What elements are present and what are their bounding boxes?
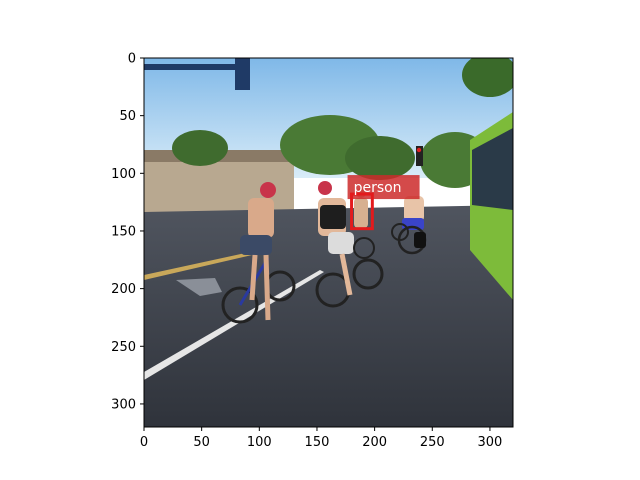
detection-label: person [354,180,402,196]
detections-layer: person [347,175,420,231]
y-tick-label: 300 [111,397,136,412]
x-tick-label: 150 [305,435,330,450]
y-tick-label: 0 [128,52,136,67]
x-tick-label: 0 [140,435,148,450]
detection-box [350,192,374,231]
x-tick-label: 100 [247,435,272,450]
x-tick-label: 200 [362,435,387,450]
cyclist-right [391,196,427,255]
y-axis: 0 50 100 150 200 250 300 [111,52,144,412]
y-tick-label: 50 [119,109,136,124]
axes-frame [143,57,514,428]
cyclist-center [315,181,384,308]
x-tick-label: 250 [420,435,445,450]
y-tick-label: 200 [111,282,136,297]
x-tick-label: 300 [478,435,503,450]
y-tick-label: 100 [111,167,136,182]
x-axis: 0 50 100 150 200 250 300 [140,427,502,450]
x-tick-label: 50 [193,435,210,450]
y-tick-label: 150 [111,224,136,239]
street-photo [144,58,513,427]
cyclist-left [221,182,296,324]
y-tick-label: 250 [111,340,136,355]
